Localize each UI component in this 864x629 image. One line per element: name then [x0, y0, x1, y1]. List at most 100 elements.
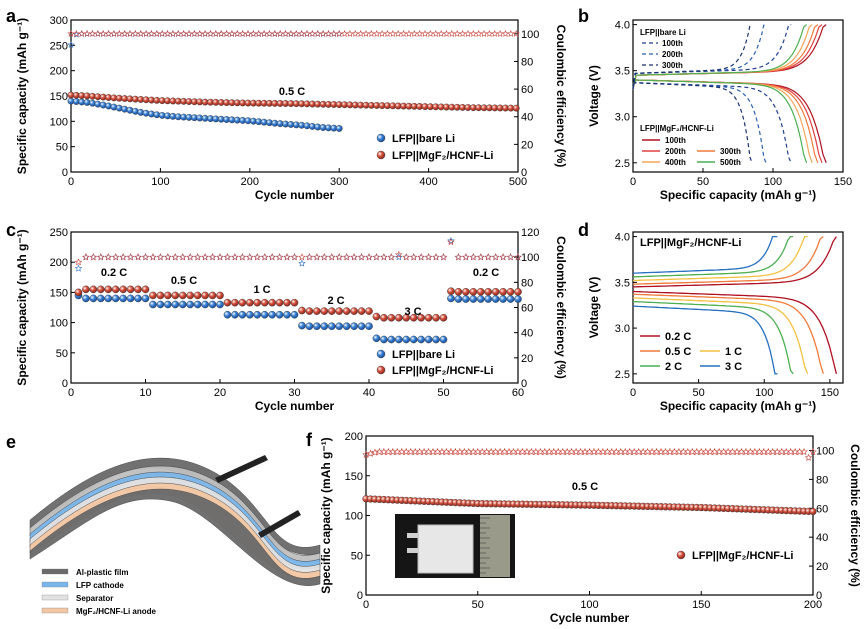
capacity-point: [268, 310, 276, 319]
rate-label: 0.2 C: [101, 267, 127, 279]
x-tick-label: 50: [437, 387, 449, 399]
y2-tick-label: 40: [816, 532, 828, 544]
ce-star-point: [402, 253, 411, 261]
capacity-point: [424, 313, 433, 322]
capacity-point: [275, 298, 284, 307]
ce-star-point: [514, 253, 522, 261]
capacity-point: [462, 287, 470, 296]
capacity-point: [335, 307, 344, 315]
capacity-point: [447, 294, 455, 303]
capacity-point: [238, 310, 247, 319]
capacity-point: [809, 507, 817, 516]
ce-star-point: [383, 30, 392, 37]
x-tick-label: 150: [834, 176, 852, 188]
ce-star-point: [217, 30, 225, 37]
y2-tick-label: 0: [521, 378, 527, 390]
capacity-point: [171, 300, 180, 309]
capacity-point: [380, 335, 388, 344]
ce-star-point: [255, 30, 263, 37]
y-tick-label: 3.0: [615, 112, 630, 124]
capacity-point: [82, 285, 90, 294]
panel-c-chart: 0 10 20 30 40 50 60050100150200250020406080100…: [15, 227, 568, 413]
y-tick-label: 3.5: [615, 66, 630, 78]
capacity-point: [512, 104, 520, 112]
capacity-point: [245, 298, 254, 307]
capacity-point: [156, 300, 165, 309]
ce-star-point: [276, 30, 284, 37]
capacity-point: [208, 300, 217, 309]
ce-star-point: [437, 30, 445, 37]
capacity-point: [402, 313, 411, 322]
capacity-point: [74, 288, 83, 297]
x-tick-label: 50: [693, 387, 705, 399]
capacity-point: [313, 307, 321, 315]
legend-marker: [376, 133, 386, 143]
y2-tick-label: 80: [816, 474, 828, 486]
ce-star-point: [292, 30, 300, 37]
charge-curve: [632, 236, 824, 285]
legend-label: 200th: [662, 50, 683, 59]
ce-star-point: [405, 30, 413, 37]
legend-swatch: [41, 607, 69, 614]
ce-star-point: [180, 30, 188, 37]
rate-label: 0.5 C: [171, 275, 197, 287]
x-axis-title: Specific capacity (mAh g⁻¹): [660, 399, 816, 413]
ce-star-point: [491, 30, 499, 37]
ce-star-point: [380, 253, 388, 261]
capacity-point: [439, 313, 448, 322]
ce-star-point: [249, 30, 257, 37]
ce-star-point: [196, 30, 204, 37]
ce-star-point: [153, 30, 161, 37]
ce-star-point: [387, 253, 396, 261]
ce-star-point: [507, 30, 515, 37]
panel-a-label: a: [6, 6, 17, 26]
y2-tick-label: 20: [816, 561, 828, 573]
ce-star-point: [501, 30, 510, 37]
ce-star-point: [399, 30, 408, 37]
ce-star-point: [417, 253, 425, 261]
x-tick-label: 200: [804, 599, 822, 611]
x-tick-label: 150: [821, 387, 839, 399]
y2-tick-label: 80: [521, 56, 533, 68]
ce-star-point: [212, 30, 220, 37]
ce-star-point: [439, 253, 448, 261]
ce-star-point: [432, 30, 440, 37]
ce-star-point: [484, 253, 492, 261]
ce-star-point: [432, 253, 440, 261]
ce-star-point: [371, 448, 379, 456]
ce-star-point: [271, 30, 279, 37]
rate-label: 0.2 C: [473, 267, 499, 279]
y2-tick-label: 60: [816, 503, 828, 515]
capacity-point: [454, 295, 463, 303]
ce-star-point: [485, 30, 493, 37]
ce-star-point: [290, 253, 299, 261]
legend-marker: [676, 550, 686, 560]
capacity-point: [350, 322, 358, 331]
ce-star-point: [410, 30, 418, 37]
ce-star-point: [201, 30, 209, 37]
capacity-point: [394, 313, 403, 322]
ce-star-point: [346, 30, 354, 37]
legend-marker: [376, 365, 386, 375]
y-tick-label: 200: [345, 431, 363, 443]
panel-e-label: e: [6, 432, 16, 452]
ce-star-point: [208, 253, 217, 261]
ce-star-point: [351, 30, 359, 37]
capacity-point: [424, 335, 433, 344]
ce-star-point: [126, 30, 134, 37]
capacity-point: [454, 287, 463, 296]
rate-label: 1 C: [253, 284, 270, 296]
ce-star-point: [260, 253, 269, 261]
capacity-point: [149, 300, 157, 309]
x-tick-label: 400: [419, 176, 437, 188]
ce-star-point: [78, 30, 86, 37]
y-tick-label: 200: [50, 66, 68, 78]
ce-star-point: [314, 30, 322, 37]
y2-tick-label: 100: [521, 29, 539, 41]
y-tick-label: 250: [50, 40, 68, 52]
ce-star-point: [395, 253, 403, 261]
legend-label: 0.5 C: [665, 346, 691, 358]
ce-star-point: [357, 253, 366, 261]
capacity-point: [372, 312, 381, 321]
capacity-point: [156, 291, 165, 300]
